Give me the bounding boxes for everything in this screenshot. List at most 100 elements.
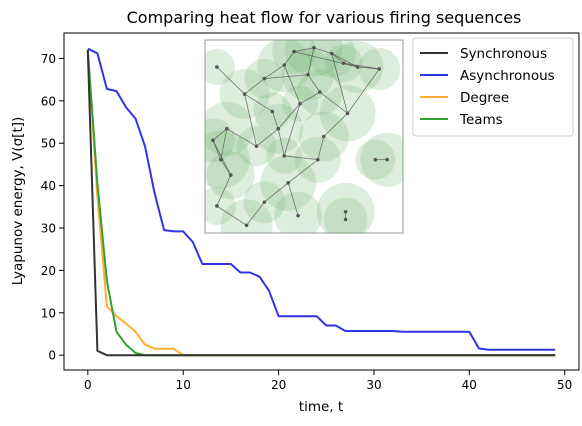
node-halo [205, 186, 236, 225]
graph-node [276, 126, 281, 131]
graph-edge [343, 62, 380, 70]
graph-edge [283, 103, 301, 156]
graph-node [215, 204, 219, 208]
graph-edge [264, 64, 285, 79]
y-tick-label: 10 [41, 306, 56, 320]
ticks: 0 10 20 30 40 50 0 10 20 30 40 50 60 70 [41, 52, 573, 392]
graph-node [242, 92, 247, 96]
y-tick-label: 20 [41, 264, 56, 278]
graph-edge [226, 128, 257, 147]
x-tick-label: 50 [557, 378, 572, 392]
graph-edge [212, 128, 228, 141]
graph-node [211, 138, 215, 143]
graph-edge [313, 47, 332, 54]
x-tick-label: 10 [176, 378, 191, 392]
graph-edge [347, 68, 380, 114]
graph-node [282, 154, 287, 158]
legend-label: Teams [459, 112, 503, 128]
graph-edge [264, 182, 289, 203]
x-tick-label: 0 [84, 378, 92, 392]
graph-node [228, 173, 233, 177]
graph-node [343, 209, 348, 214]
graph-edge [284, 155, 318, 161]
graph-edge [331, 53, 358, 68]
graph-node [343, 217, 348, 222]
graph-node [385, 157, 389, 162]
graph-edge [256, 128, 279, 147]
series-lines [86, 47, 556, 357]
legend-label: Degree [460, 90, 509, 106]
graph-node [318, 90, 322, 94]
legend: Synchronous Asynchronous Degree Teams [412, 37, 574, 137]
graph-edge [307, 47, 315, 75]
graph-edge [294, 51, 358, 68]
graph-node [377, 67, 382, 71]
node-halo [205, 130, 250, 189]
graph-node [373, 157, 378, 162]
node-halo [220, 199, 273, 233]
graph-edge [244, 78, 265, 95]
graph-edge [220, 128, 228, 160]
node-halo [316, 182, 375, 233]
y-tick-label: 40 [41, 179, 56, 193]
x-tick-label: 20 [271, 378, 286, 392]
node-halo [284, 40, 343, 77]
graph-node [316, 157, 320, 162]
graph-node [219, 157, 223, 162]
graph-node [355, 65, 360, 69]
plot-area: 0 10 20 30 40 50 0 10 20 30 40 50 60 70 [41, 32, 580, 392]
y-tick-label: 50 [41, 137, 56, 151]
node-halo [274, 191, 323, 233]
y-tick-label: 70 [41, 52, 56, 66]
graph-edge [246, 201, 265, 226]
graph-node [254, 144, 259, 148]
node-halo [205, 49, 235, 86]
graph-node [322, 134, 326, 139]
graph-edge [317, 136, 325, 160]
graph-node [282, 63, 287, 67]
y-tick-label: 0 [48, 349, 56, 363]
graph-node [296, 213, 300, 218]
network-inset [204, 39, 404, 234]
y-axis-label: Lyapunov energy, V(σ[t]) [10, 117, 26, 286]
graph-node [292, 49, 296, 54]
graph-edge [299, 91, 321, 105]
x-tick-label: 40 [462, 378, 477, 392]
y-tick-label: 60 [41, 94, 56, 108]
graph-node [345, 111, 350, 116]
graph-node [306, 72, 310, 77]
legend-label: Asynchronous [460, 68, 555, 84]
graph-node [341, 61, 346, 65]
graph-edge [244, 93, 273, 112]
graph-edge [244, 93, 257, 147]
chart-title: Comparing heat flow for various firing s… [127, 8, 522, 27]
y-tick-label: 30 [41, 221, 56, 235]
node-halo [205, 101, 254, 156]
graph-node [270, 109, 275, 114]
graph-edge [216, 174, 232, 207]
graph-edge [264, 74, 308, 79]
graph-edge [294, 47, 314, 52]
legend-frame [412, 37, 574, 137]
series-line-synchronous [86, 49, 556, 357]
graph-edge [307, 74, 321, 93]
graph-edge [212, 140, 232, 176]
graph-edge [277, 103, 301, 130]
graph-node [298, 101, 302, 106]
axes-frame [63, 32, 580, 371]
graph-edge [331, 53, 344, 64]
graph-node [262, 200, 267, 204]
graph-edge [287, 159, 319, 184]
graph-edge [287, 182, 299, 216]
graph-edge [323, 113, 348, 137]
graph-edge [331, 53, 348, 114]
graph-node [286, 181, 290, 185]
x-axis-label: time, t [299, 399, 343, 415]
graph-edge [319, 91, 348, 114]
graph-node [224, 126, 229, 131]
graph-edge [216, 205, 247, 226]
graph-edge [283, 51, 295, 66]
graph-edge [277, 128, 285, 156]
legend-label: Synchronous [460, 46, 547, 62]
